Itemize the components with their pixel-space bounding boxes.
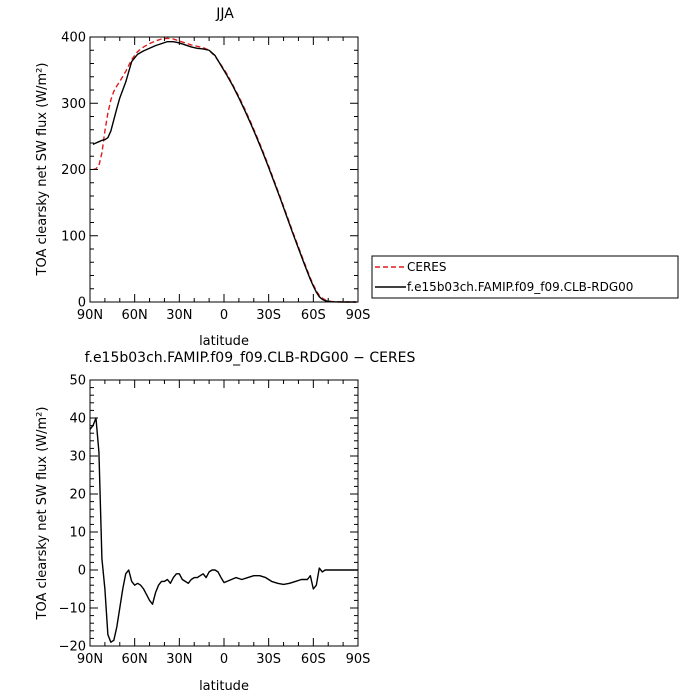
top-chart-x-tick-label: 60N — [122, 308, 148, 323]
bottom-chart-y-tick-label: 30 — [69, 450, 86, 465]
bottom-chart-x-tick-label: 60N — [122, 652, 148, 667]
bottom-chart-x-tick-label: 90N — [77, 652, 103, 667]
bottom-chart-x-tick-label: 90S — [346, 652, 371, 667]
top-chart-y-tick-label: 300 — [61, 97, 86, 112]
bottom-chart-y-tick-label: 0 — [78, 564, 86, 579]
top-chart-series-line-1 — [92, 40, 357, 303]
top-chart-title: JJA — [215, 6, 234, 22]
legend: CERES f.e15b03ch.FAMIP.f09_f09.CLB-RDG00 — [371, 255, 679, 299]
bottom-chart-y-tick-label: −20 — [59, 640, 86, 655]
bottom-chart-y-tick-label: 40 — [69, 412, 86, 427]
top-chart-x-tick-label: 30N — [166, 308, 192, 323]
top-chart-x-tick-label: 0 — [220, 308, 228, 323]
top-chart-y-tick-label: 400 — [61, 31, 86, 46]
bottom-chart-series-line-0 — [89, 417, 358, 643]
top-chart-x-tick-label: 30S — [256, 308, 281, 323]
bottom-chart-x-axis: 90N 60N 30N 0 30S 60S 90S — [77, 380, 371, 667]
top-chart-frame — [89, 36, 359, 303]
bottom-chart-x-label: latitude — [199, 679, 249, 694]
bottom-chart-x-tick-label: 30N — [166, 652, 192, 667]
top-chart-x-tick-label: 90S — [346, 308, 371, 323]
bottom-chart-frame — [89, 379, 359, 647]
legend-box — [371, 255, 679, 299]
bottom-chart-y-tick-label: 50 — [69, 374, 86, 389]
top-chart-x-axis: 90N 60N 30N 0 30S 60S 90S — [77, 37, 371, 323]
top-chart-series-line-0 — [92, 37, 357, 303]
bottom-chart-y-axis: −20 −10 0 10 20 30 40 50 — [59, 374, 358, 655]
bottom-chart-x-tick-label: 60S — [301, 652, 326, 667]
bottom-chart-series — [89, 417, 358, 643]
bottom-chart-y-tick-label: −10 — [59, 602, 86, 617]
top-chart-y-label: TOA clearsky net SW flux (W/m²) — [35, 63, 50, 277]
bottom-chart-y-label: TOA clearsky net SW flux (W/m²) — [35, 407, 50, 621]
bottom-chart-x-tick-label: 0 — [220, 652, 228, 667]
legend-model-label: f.e15b03ch.FAMIP.f09_f09.CLB-RDG00 — [407, 280, 633, 294]
bottom-chart-x-tick-label: 30S — [256, 652, 281, 667]
top-chart-x-tick-label: 90N — [77, 308, 103, 323]
legend-ceres-label: CERES — [407, 260, 447, 274]
top-chart: JJA 90N 60N 30N 0 30S 60S 90S 0 100 200 300 400 la… — [35, 6, 370, 349]
bottom-chart: f.e15b03ch.FAMIP.f09_f09.CLB-RDG00 − CER… — [35, 350, 416, 694]
top-chart-series — [92, 37, 357, 303]
bottom-chart-y-tick-label: 20 — [69, 488, 86, 503]
bottom-chart-y-tick-label: 10 — [69, 526, 86, 541]
top-chart-y-tick-label: 0 — [78, 296, 86, 311]
bottom-chart-title: f.e15b03ch.FAMIP.f09_f09.CLB-RDG00 − CER… — [85, 350, 416, 366]
top-chart-x-label: latitude — [199, 334, 249, 349]
top-chart-y-tick-label: 100 — [61, 229, 86, 244]
top-chart-y-tick-label: 200 — [61, 163, 86, 178]
top-chart-x-tick-label: 60S — [301, 308, 326, 323]
top-chart-y-axis: 0 100 200 300 400 — [61, 31, 358, 311]
